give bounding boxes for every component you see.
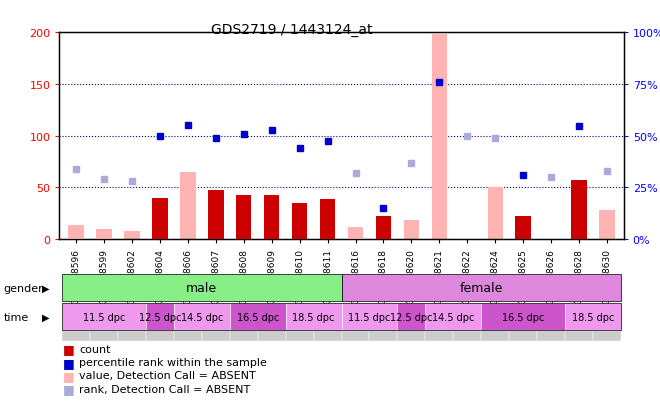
Bar — [69, 225, 84, 240]
Text: percentile rank within the sample: percentile rank within the sample — [79, 357, 267, 367]
Bar — [96, 231, 112, 240]
Bar — [69, 229, 84, 240]
Text: time: time — [3, 312, 28, 322]
Text: 11.5 dpc: 11.5 dpc — [83, 312, 125, 322]
Text: 14.5 dpc: 14.5 dpc — [181, 312, 223, 322]
Text: ▶: ▶ — [42, 312, 49, 322]
Bar — [96, 229, 112, 240]
Text: ■: ■ — [63, 369, 75, 382]
Text: 18.5 dpc: 18.5 dpc — [572, 312, 614, 322]
Text: ■: ■ — [63, 382, 75, 395]
Text: male: male — [186, 282, 217, 294]
Bar — [264, 195, 279, 240]
Bar — [432, 35, 447, 240]
Text: gender: gender — [3, 283, 43, 293]
Bar — [348, 236, 363, 240]
Bar — [348, 227, 363, 240]
Text: 11.5 dpc: 11.5 dpc — [348, 312, 391, 322]
Text: 12.5 dpc: 12.5 dpc — [390, 312, 433, 322]
Bar — [180, 173, 195, 240]
Text: female: female — [459, 282, 503, 294]
Text: 14.5 dpc: 14.5 dpc — [432, 312, 475, 322]
Text: ■: ■ — [63, 342, 75, 356]
Text: rank, Detection Call = ABSENT: rank, Detection Call = ABSENT — [79, 384, 250, 394]
Bar — [320, 199, 335, 240]
Text: value, Detection Call = ABSENT: value, Detection Call = ABSENT — [79, 370, 256, 380]
Bar — [404, 221, 419, 240]
Bar — [236, 195, 251, 240]
Bar — [572, 181, 587, 240]
Text: 12.5 dpc: 12.5 dpc — [139, 312, 182, 322]
Text: ■: ■ — [63, 356, 75, 369]
Text: 16.5 dpc: 16.5 dpc — [502, 312, 544, 322]
Bar — [599, 211, 614, 240]
Bar — [208, 191, 224, 240]
Bar — [488, 188, 503, 240]
Text: count: count — [79, 344, 111, 354]
Bar — [124, 231, 140, 240]
Text: GDS2719 / 1443124_at: GDS2719 / 1443124_at — [211, 23, 373, 37]
Bar — [515, 217, 531, 240]
Text: 18.5 dpc: 18.5 dpc — [292, 312, 335, 322]
Bar — [152, 198, 168, 240]
Bar — [292, 204, 308, 240]
Bar — [515, 217, 531, 240]
Text: 16.5 dpc: 16.5 dpc — [236, 312, 279, 322]
Bar — [376, 217, 391, 240]
Text: ▶: ▶ — [42, 283, 49, 293]
